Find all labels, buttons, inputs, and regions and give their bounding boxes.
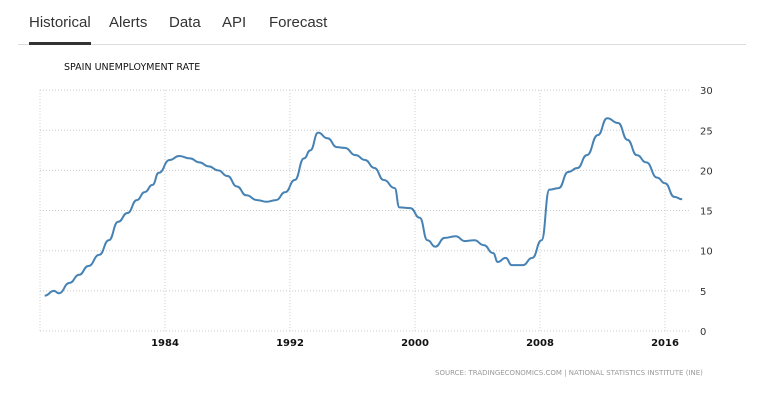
x-tick-label: 2016 [651, 338, 679, 349]
y-tick-label: 0 [700, 327, 706, 338]
y-tick-label: 30 [700, 86, 713, 97]
y-tick-label: 20 [700, 166, 713, 177]
x-tick-label: 1992 [276, 338, 304, 349]
tab-historical[interactable]: Historical [29, 14, 91, 45]
series-line [44, 117, 683, 297]
x-tick-label: 2008 [526, 338, 554, 349]
y-tick-label: 5 [700, 287, 706, 298]
y-tick-label: 15 [700, 207, 713, 218]
tab-api[interactable]: API [222, 14, 247, 31]
source-note: SOURCE: TRADINGECONOMICS.COM | NATIONAL … [435, 369, 703, 377]
tab-forecast[interactable]: Forecast [269, 14, 328, 31]
tab-alerts[interactable]: Alerts [109, 14, 148, 31]
chart-title: SPAIN UNEMPLOYMENT RATE [64, 62, 200, 73]
tab-data[interactable]: Data [169, 14, 201, 31]
tab-bar: Historical Alerts Data API Forecast [18, 0, 746, 45]
x-tick-label: 2000 [401, 338, 429, 349]
y-tick-label: 25 [700, 126, 713, 137]
x-tick-label: 1984 [151, 338, 179, 349]
y-tick-label: 10 [700, 247, 713, 258]
